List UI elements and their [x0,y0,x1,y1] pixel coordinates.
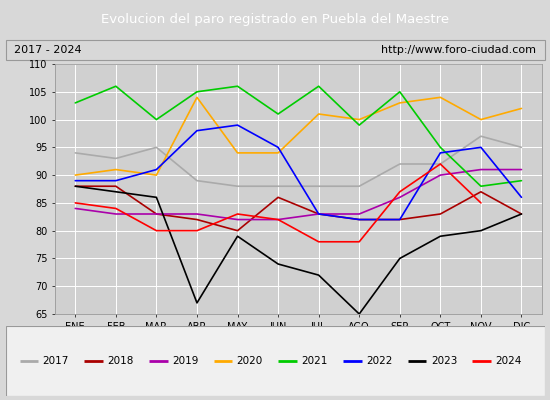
Text: 2024: 2024 [496,356,522,366]
Text: 2022: 2022 [366,356,393,366]
Text: 2017: 2017 [43,356,69,366]
Text: http://www.foro-ciudad.com: http://www.foro-ciudad.com [381,45,536,55]
Text: Evolucion del paro registrado en Puebla del Maestre: Evolucion del paro registrado en Puebla … [101,12,449,26]
Text: 2019: 2019 [172,356,199,366]
Bar [6,40,544,60]
Text: 2018: 2018 [107,356,134,366]
Text: 2020: 2020 [236,356,263,366]
Text: 2023: 2023 [431,356,457,366]
Text: 2021: 2021 [301,356,328,366]
Text: 2017 - 2024: 2017 - 2024 [14,45,81,55]
